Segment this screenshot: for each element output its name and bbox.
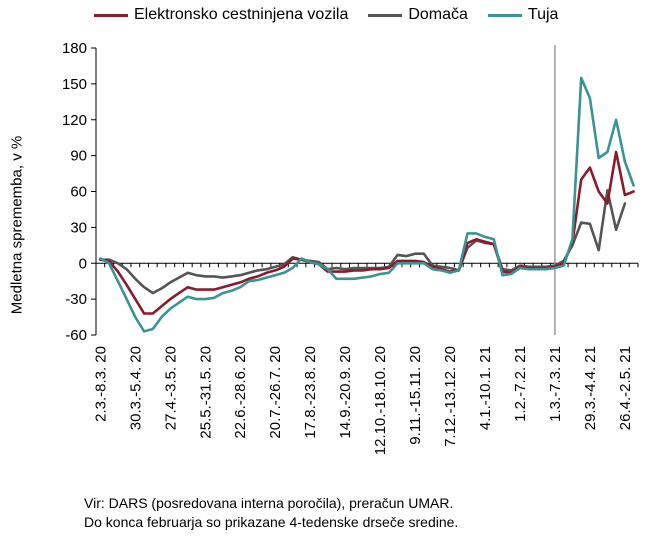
legend-label-foreign: Tuja bbox=[527, 6, 559, 23]
x-tick-label: 12.10.-18.10. 20 bbox=[372, 346, 389, 455]
series-line-electronic bbox=[99, 150, 635, 315]
y-tick-label: 0 bbox=[79, 255, 87, 272]
x-tick-label: 29.3.-4.4. 21 bbox=[582, 346, 599, 430]
series-line-foreign bbox=[99, 76, 635, 333]
x-tick-label: 1.2.-7.2. 21 bbox=[512, 346, 529, 422]
x-tick-label: 20.7.-26.7. 20 bbox=[267, 346, 284, 439]
legend-label-domestic: Domača bbox=[408, 6, 468, 23]
x-tick-label: 2.3.-8.3. 20 bbox=[92, 346, 109, 422]
y-tick-label: 180 bbox=[62, 40, 87, 57]
x-tick-label: 27.4.-3.5. 20 bbox=[162, 346, 179, 430]
y-tick-label: 30 bbox=[70, 219, 87, 236]
x-tick-label: 1.3.-7.3. 21 bbox=[547, 346, 564, 422]
x-tick-label: 7.12.-13.12. 20 bbox=[442, 346, 459, 447]
legend-label-electronic: Elektronsko cestninjena vozila bbox=[134, 6, 349, 23]
legend-item-foreign: Tuja bbox=[487, 6, 559, 24]
y-tick-label: -30 bbox=[65, 291, 87, 308]
y-tick-label: 60 bbox=[70, 184, 87, 201]
y-tick-label: 90 bbox=[70, 148, 87, 165]
x-tick-label: 4.1.-10.1. 21 bbox=[477, 346, 494, 430]
legend-swatch-domestic bbox=[368, 13, 403, 17]
legend-item-domestic: Domača bbox=[368, 6, 468, 24]
legend-swatch-electronic bbox=[94, 13, 128, 17]
legend-swatch-foreign bbox=[487, 13, 522, 17]
y-tick-label: -60 bbox=[65, 327, 87, 344]
source-note: Vir: DARS (posredovana interna poročila)… bbox=[84, 495, 454, 511]
x-tick-label: 30.3.-5.4. 20 bbox=[127, 346, 144, 430]
x-tick-label: 17.8.-23.8. 20 bbox=[302, 346, 319, 439]
x-tick-label: 25.5.-31.5. 20 bbox=[197, 346, 214, 439]
y-tick-label: 120 bbox=[62, 112, 87, 129]
x-tick-label: 14.9.-20.9. 20 bbox=[337, 346, 354, 439]
y-tick-label: 150 bbox=[62, 76, 87, 93]
legend-item-electronic: Elektronsko cestninjena vozila bbox=[94, 6, 348, 24]
footnote: Do konca februarja so prikazane 4-tedens… bbox=[84, 514, 459, 530]
chart-legend: Elektronsko cestninjena vozila Domača Tu… bbox=[94, 6, 558, 24]
x-tick-label: 22.6.-28.6. 20 bbox=[232, 346, 249, 439]
x-tick-label: 9.11.-15.11. 20 bbox=[407, 346, 424, 445]
x-tick-label: 26.4.-2.5. 21 bbox=[617, 346, 634, 430]
